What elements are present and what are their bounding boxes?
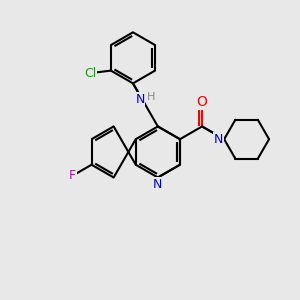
Text: N: N <box>214 133 223 146</box>
Text: O: O <box>196 95 208 109</box>
Text: Cl: Cl <box>84 67 97 80</box>
Text: F: F <box>69 169 76 182</box>
Text: H: H <box>147 92 155 103</box>
Text: N: N <box>136 93 145 106</box>
Text: N: N <box>153 178 163 191</box>
